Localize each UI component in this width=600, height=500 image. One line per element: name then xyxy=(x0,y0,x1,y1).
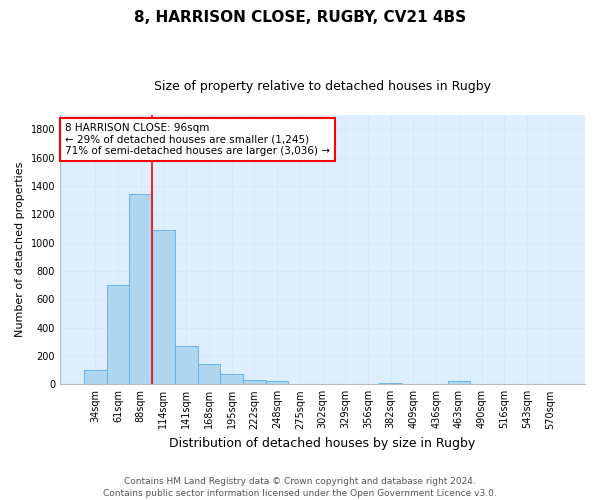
Bar xyxy=(266,381,289,384)
Bar xyxy=(175,346,197,385)
Y-axis label: Number of detached properties: Number of detached properties xyxy=(15,162,25,338)
Bar xyxy=(152,230,175,384)
X-axis label: Distribution of detached houses by size in Rugby: Distribution of detached houses by size … xyxy=(169,437,476,450)
Text: 8, HARRISON CLOSE, RUGBY, CV21 4BS: 8, HARRISON CLOSE, RUGBY, CV21 4BS xyxy=(134,10,466,25)
Bar xyxy=(448,382,470,384)
Text: 8 HARRISON CLOSE: 96sqm
← 29% of detached houses are smaller (1,245)
71% of semi: 8 HARRISON CLOSE: 96sqm ← 29% of detache… xyxy=(65,123,330,156)
Bar xyxy=(197,364,220,384)
Bar xyxy=(107,285,130,384)
Bar xyxy=(379,383,402,384)
Bar xyxy=(243,380,266,384)
Bar xyxy=(220,374,243,384)
Bar xyxy=(84,370,107,384)
Text: Contains HM Land Registry data © Crown copyright and database right 2024.
Contai: Contains HM Land Registry data © Crown c… xyxy=(103,476,497,498)
Bar xyxy=(130,194,152,384)
Title: Size of property relative to detached houses in Rugby: Size of property relative to detached ho… xyxy=(154,80,491,93)
